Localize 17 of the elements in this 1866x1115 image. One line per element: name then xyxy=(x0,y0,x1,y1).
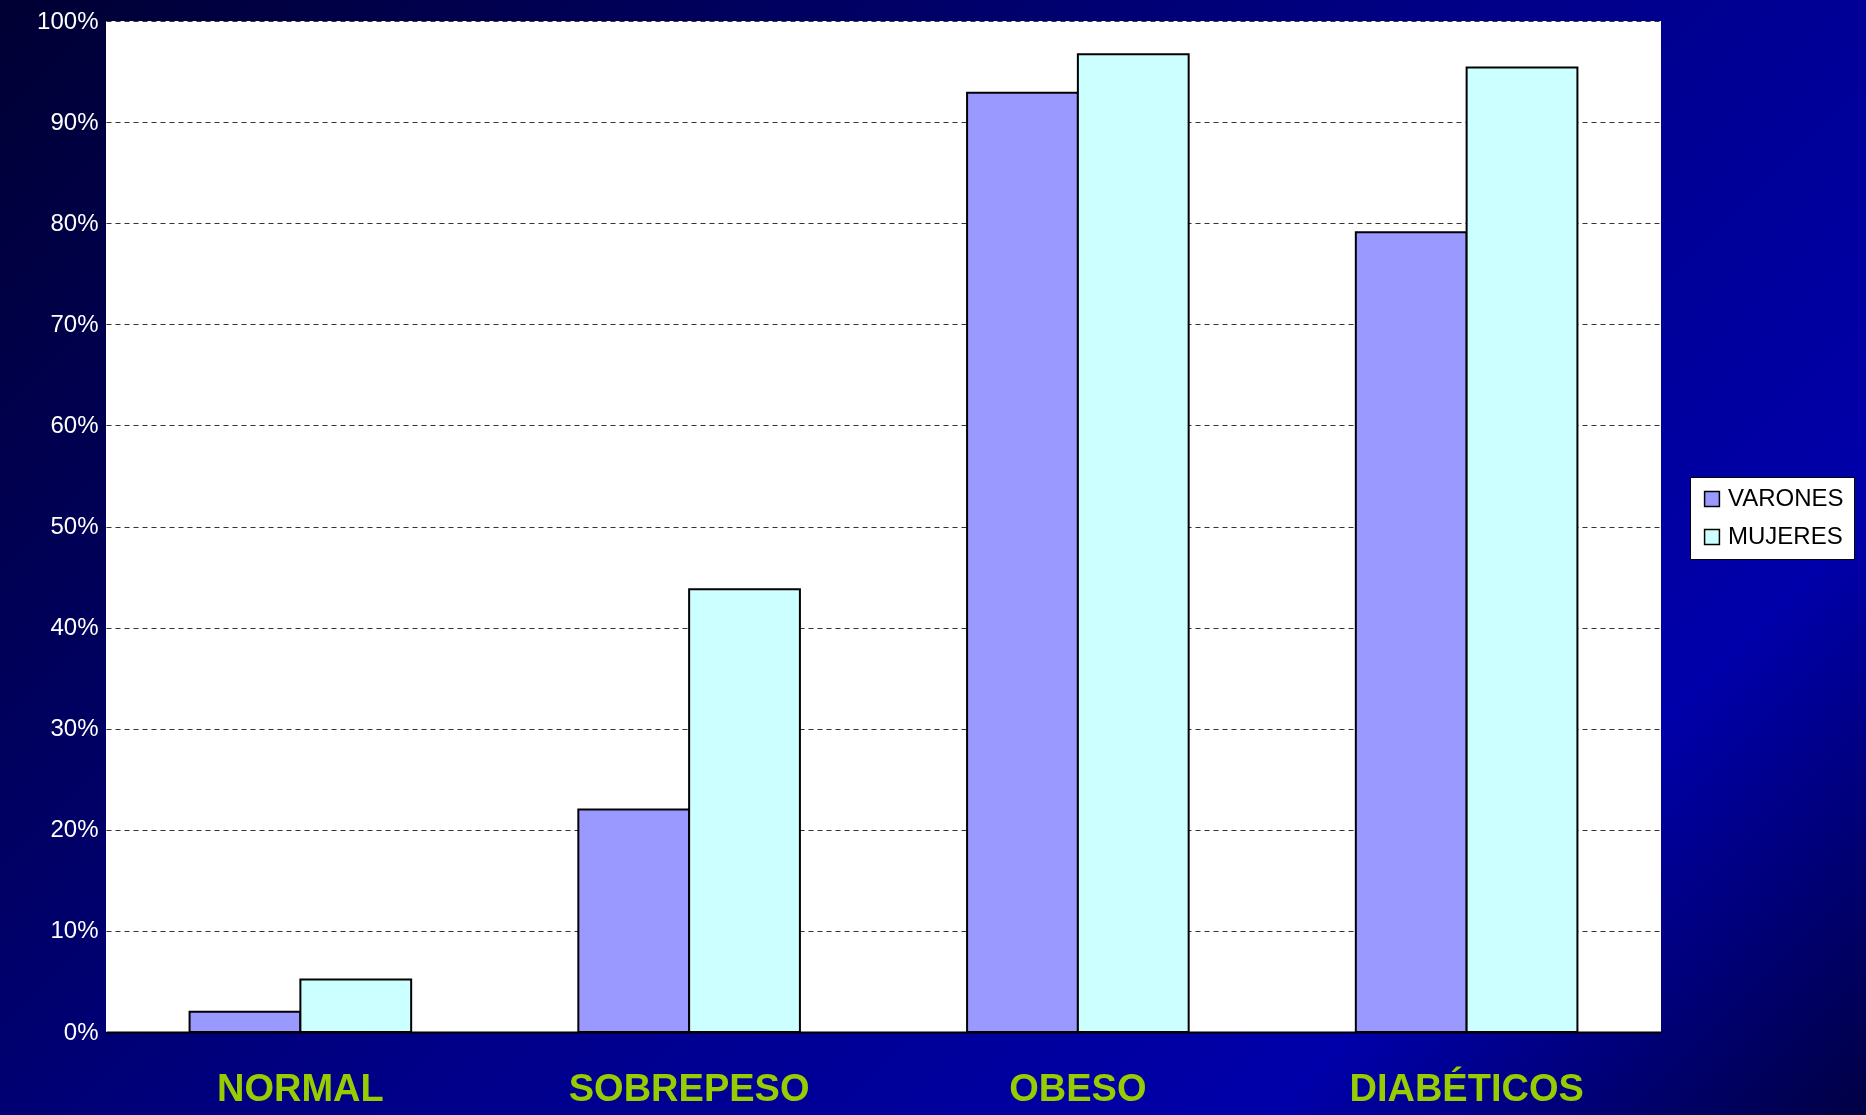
y-tick-label: 30% xyxy=(50,714,99,742)
x-tick-label: DIABÉTICOS xyxy=(1349,1065,1584,1109)
y-tick-label: 60% xyxy=(50,410,99,438)
y-tick-label: 0% xyxy=(63,1017,99,1045)
y-tick-label: 10% xyxy=(50,916,99,944)
x-tick-label: OBESO xyxy=(1009,1066,1147,1109)
y-tick-label: 40% xyxy=(50,613,99,641)
legend-label: MUJERES xyxy=(1728,522,1843,549)
y-tick-label: 50% xyxy=(50,512,99,539)
y-tick-label: 70% xyxy=(50,309,99,337)
y-tick-label: 100% xyxy=(37,6,99,34)
legend-label: VARONES xyxy=(1728,484,1844,511)
x-tick-label: NORMAL xyxy=(216,1066,384,1109)
y-tick-label: 80% xyxy=(50,208,99,236)
x-tick-label: SOBREPESO xyxy=(568,1066,810,1109)
y-tick-label: 20% xyxy=(50,815,99,843)
y-tick-label: 90% xyxy=(50,107,99,135)
